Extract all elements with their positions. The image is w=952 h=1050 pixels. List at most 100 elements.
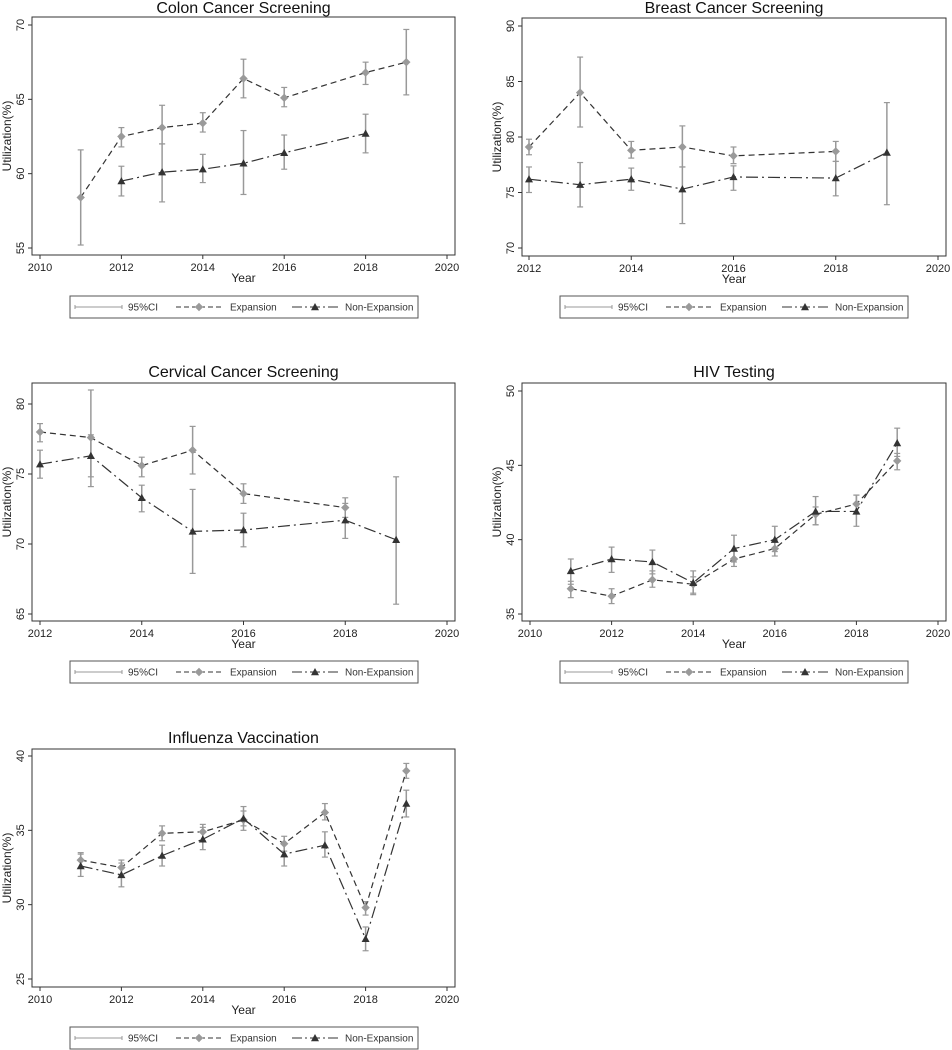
legend-nonexpansion-label: Non-Expansion bbox=[835, 668, 903, 679]
series-expansion bbox=[76, 28, 411, 246]
nonexpansion-point bbox=[852, 507, 861, 515]
legend-expansion-marker bbox=[194, 1033, 204, 1043]
chart-title: HIV Testing bbox=[693, 364, 775, 381]
nonexpansion-point bbox=[361, 934, 370, 943]
x-tick-label: 2020 bbox=[435, 262, 459, 274]
y-tick-label: 40 bbox=[15, 750, 27, 762]
nonexpansion-point bbox=[280, 148, 289, 157]
legend: 95%CI Expansion Non-Expansion bbox=[69, 660, 419, 684]
expansion-point bbox=[627, 146, 636, 155]
plot-frame bbox=[31, 16, 456, 256]
legend-box bbox=[69, 660, 419, 684]
nonexpansion-point bbox=[566, 566, 575, 575]
expansion-point bbox=[831, 147, 840, 156]
x-tick-label: 2014 bbox=[191, 994, 215, 1006]
nonexpansion-point bbox=[239, 159, 248, 167]
y-axis-label: Utilization(%) bbox=[0, 467, 14, 538]
chart-panel-5: Influenza Vaccination 2010 2012 2014 2016 201… bbox=[0, 730, 459, 1050]
x-tick-label: 2020 bbox=[926, 263, 950, 275]
chart-title: Colon Cancer Screening bbox=[156, 0, 330, 17]
nonexpansion-point bbox=[158, 168, 167, 176]
x-tick-label: 2010 bbox=[518, 628, 542, 640]
x-tick-label: 2012 bbox=[599, 628, 623, 640]
expansion-point bbox=[402, 766, 411, 776]
expansion-point bbox=[361, 903, 370, 912]
nonexpansion-point bbox=[402, 799, 411, 807]
y-axis-label: Utilization(%) bbox=[490, 467, 504, 538]
legend-expansion-marker bbox=[684, 302, 694, 312]
legend-nonexpansion-marker bbox=[801, 668, 809, 676]
expansion-point bbox=[157, 123, 167, 132]
legend-nonexpansion-marker bbox=[801, 303, 809, 311]
expansion-point bbox=[402, 57, 411, 67]
y-tick-label: 85 bbox=[505, 75, 517, 87]
legend-expansion-label: Expansion bbox=[230, 668, 277, 679]
nonexpansion-point bbox=[86, 451, 95, 459]
nonexpansion-point bbox=[137, 493, 146, 501]
nonexpansion-point bbox=[770, 535, 779, 543]
nonexpansion-point bbox=[811, 507, 820, 515]
y-tick-label: 35 bbox=[505, 608, 517, 620]
series-expansion bbox=[524, 56, 840, 168]
x-tick-label: 2014 bbox=[130, 628, 154, 640]
series-nonexpansion bbox=[76, 789, 411, 952]
nonexpansion-point bbox=[188, 527, 197, 535]
expansion-point bbox=[893, 456, 902, 466]
expansion-point bbox=[361, 68, 370, 77]
expansion-point bbox=[524, 142, 534, 152]
y-axis-label: Utilization(%) bbox=[0, 101, 14, 172]
expansion-line bbox=[80, 770, 407, 910]
y-tick-label: 25 bbox=[15, 973, 27, 985]
plot-frame bbox=[31, 748, 456, 988]
expansion-point bbox=[157, 829, 167, 838]
plot-frame bbox=[521, 17, 947, 257]
y-tick-label: 40 bbox=[505, 534, 517, 546]
nonexpansion-point bbox=[341, 516, 350, 524]
x-tick-label: 2018 bbox=[844, 628, 868, 640]
nonexpansion-point bbox=[576, 180, 585, 188]
expansion-point bbox=[320, 808, 330, 817]
legend-nonexpansion-label: Non-Expansion bbox=[345, 303, 413, 314]
y-tick-label: 80 bbox=[15, 398, 27, 410]
y-tick-label: 65 bbox=[15, 608, 27, 620]
x-tick-label: 2012 bbox=[28, 628, 52, 640]
legend-ci-label: 95%CI bbox=[618, 303, 648, 314]
nonexpansion-point bbox=[361, 129, 370, 137]
y-tick-label: 70 bbox=[15, 538, 27, 550]
series-expansion bbox=[76, 762, 411, 916]
nonexpansion-line bbox=[121, 132, 366, 182]
series-nonexpansion bbox=[566, 427, 902, 596]
x-tick-label: 2020 bbox=[435, 628, 459, 640]
nonexpansion-point bbox=[627, 175, 636, 183]
y-tick-label: 35 bbox=[15, 824, 27, 836]
legend-expansion-label: Expansion bbox=[720, 668, 767, 679]
nonexpansion-point bbox=[117, 870, 126, 879]
nonexpansion-point bbox=[76, 862, 85, 870]
chart-panel-2: Breast Cancer Screening 2012 2014 2016 2018 2… bbox=[490, 0, 950, 319]
legend-expansion-marker bbox=[684, 667, 694, 677]
series-expansion bbox=[566, 452, 902, 605]
x-tick-label: 2016 bbox=[721, 263, 745, 275]
expansion-point bbox=[678, 142, 687, 152]
x-axis-label: Year bbox=[231, 271, 255, 285]
expansion-point bbox=[648, 575, 657, 585]
legend-nonexpansion-marker bbox=[311, 1034, 319, 1042]
y-tick-label: 70 bbox=[15, 19, 27, 31]
chart-title: Breast Cancer Screening bbox=[645, 0, 824, 17]
x-tick-label: 2016 bbox=[763, 628, 787, 640]
nonexpansion-point bbox=[893, 439, 902, 447]
x-tick-label: 2018 bbox=[353, 262, 377, 274]
y-axis-label: Utilization(%) bbox=[0, 833, 14, 904]
x-axis-label: Year bbox=[722, 637, 746, 651]
y-tick-label: 55 bbox=[15, 242, 27, 254]
x-axis-label: Year bbox=[722, 272, 746, 286]
legend: 95%CI Expansion Non-Expansion bbox=[69, 295, 419, 319]
nonexpansion-point bbox=[239, 526, 248, 534]
y-tick-label: 75 bbox=[15, 468, 27, 480]
nonexpansion-point bbox=[730, 544, 738, 552]
expansion-point bbox=[729, 151, 738, 161]
chart-panel-1: Colon Cancer Screening 2010 2012 2014 2016 20… bbox=[0, 0, 459, 319]
legend-nonexpansion-marker bbox=[311, 303, 319, 311]
nonexpansion-point bbox=[158, 851, 167, 859]
y-tick-label: 80 bbox=[505, 131, 517, 143]
